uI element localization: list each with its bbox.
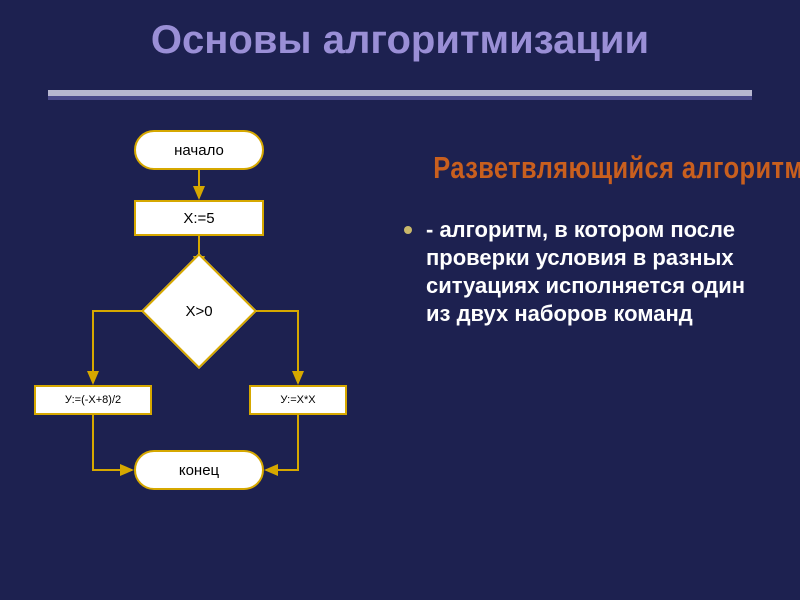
node-end: конец <box>134 450 264 490</box>
node-right: У:=X*X <box>249 385 347 415</box>
right-panel: Разветвляющийся алгоритм - алгоритм, в к… <box>400 150 770 329</box>
definition: - алгоритм, в котором после проверки усл… <box>400 216 770 329</box>
node-left-label: У:=(-X+8)/2 <box>65 394 121 406</box>
node-assign: X:=5 <box>134 200 264 236</box>
page-title: Основы алгоритмизации <box>0 18 800 63</box>
node-right-label: У:=X*X <box>280 394 315 406</box>
node-end-label: конец <box>179 462 219 479</box>
definition-text: - алгоритм, в котором после проверки усл… <box>426 216 770 329</box>
node-assign-label: X:=5 <box>183 210 214 227</box>
flowchart: начало X:=5 X>0 У:=(-X+8)/2 У:=X*X конец <box>34 130 374 510</box>
node-decision-label: X>0 <box>185 303 212 320</box>
slide: Основы алгоритмизации на <box>0 0 800 600</box>
divider <box>48 90 752 100</box>
node-decision: X>0 <box>158 270 240 352</box>
node-start-label: начало <box>174 142 224 159</box>
node-left: У:=(-X+8)/2 <box>34 385 152 415</box>
subtitle: Разветвляющийся алгоритм <box>433 150 736 186</box>
bullet-icon <box>404 226 412 234</box>
node-start: начало <box>134 130 264 170</box>
